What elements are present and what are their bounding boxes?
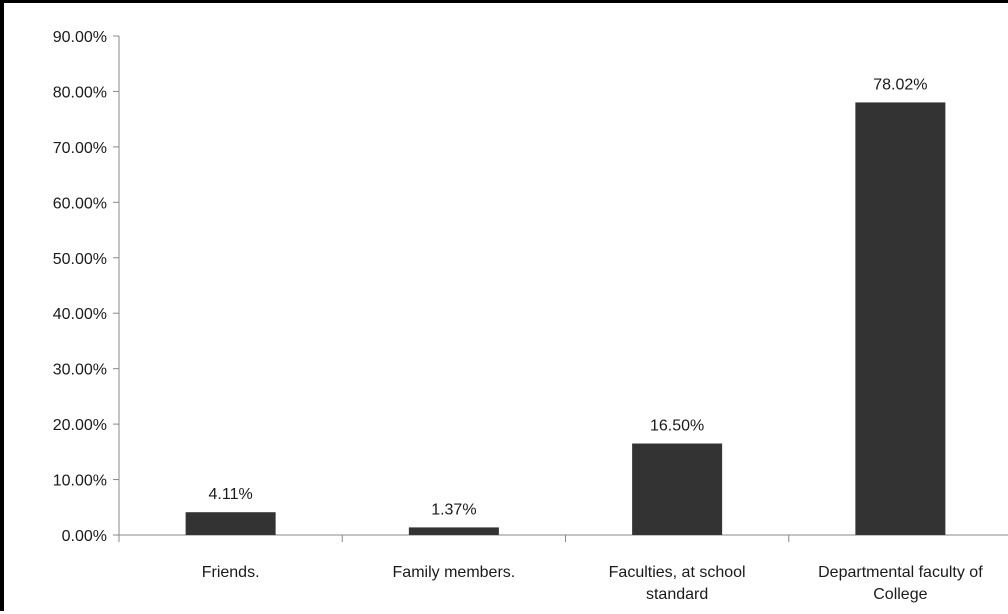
data-label: 4.11%: [209, 486, 253, 503]
bar: [855, 102, 946, 535]
x-tick-label-line: College: [873, 586, 927, 603]
x-axis: Friends. Family members. Faculties, at sch…: [118, 534, 1008, 603]
data-label: 16.50%: [650, 418, 704, 435]
x-tick-label-line: Family members.: [393, 564, 516, 581]
y-tick-label: 30.00%: [53, 362, 107, 379]
bar: [632, 443, 723, 535]
x-tick-label: Departmental faculty of College: [818, 564, 983, 603]
x-tick-label: Faculties, at school standard: [609, 564, 746, 603]
bars: [185, 102, 946, 535]
x-tick-label-line: standard: [646, 586, 708, 603]
x-tick-label: Friends.: [202, 564, 260, 581]
x-tick-label: Family members.: [393, 564, 516, 581]
y-tick-label: 80.00%: [53, 84, 107, 101]
x-tick-label-line: Departmental faculty of: [818, 564, 983, 581]
y-tick-label: 70.00%: [53, 140, 107, 157]
y-tick-label: 40.00%: [53, 306, 107, 323]
data-labels: 4.11% 1.37% 16.50% 78.02%: [209, 76, 928, 518]
bar: [408, 527, 499, 535]
data-label: 1.37%: [431, 501, 476, 518]
bar-chart: 0.00% 10.00% 20.00% 30.00% 40.00% 50.00% 60.00…: [53, 29, 1008, 603]
x-tick-label-line: Faculties, at school: [609, 564, 746, 581]
y-tick-label: 10.00%: [53, 473, 107, 490]
data-label: 78.02%: [873, 76, 927, 93]
y-tick-label: 0.00%: [62, 528, 107, 545]
y-tick-label: 50.00%: [53, 251, 107, 268]
y-tick-label: 20.00%: [53, 417, 107, 434]
x-tick-label-line: Friends.: [202, 564, 260, 581]
bar: [185, 512, 276, 535]
y-axis: 0.00% 10.00% 20.00% 30.00% 40.00% 50.00% 60.00…: [53, 29, 120, 545]
y-tick-label: 60.00%: [53, 195, 107, 212]
y-tick-label: 90.00%: [53, 29, 107, 46]
